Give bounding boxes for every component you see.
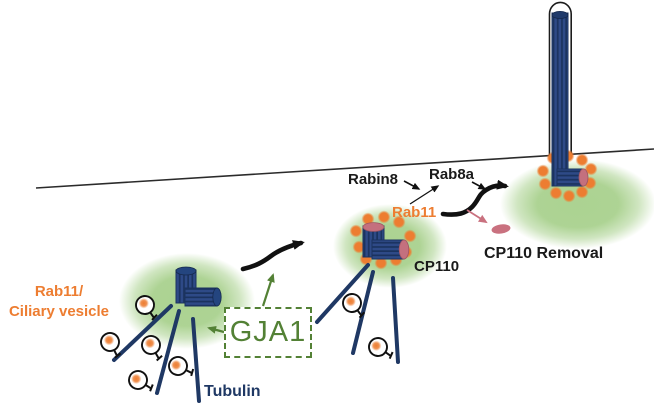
removed-cp110-particle: [491, 224, 511, 234]
cp110-dot: [403, 229, 417, 243]
label-gja1: GJA1: [229, 316, 307, 348]
microtubule: [112, 304, 173, 362]
ciliary-vesicle: [132, 293, 161, 322]
cp110-dot: [349, 224, 363, 238]
ciliary-vesicle: [366, 334, 395, 363]
cp110-dot: [575, 153, 589, 167]
cp110-dot: [562, 189, 576, 203]
label-rab11-ciliary-vesicle-line2: Ciliary vesicle: [8, 303, 110, 320]
rabin8-to-rab8a-arrow: [403, 180, 421, 190]
cp110-dot: [377, 210, 391, 224]
ciliary-vesicle: [137, 332, 168, 363]
cilium-axoneme: [551, 12, 569, 187]
left-centriole-top-cap: [175, 266, 197, 276]
ciliary-vesicle: [165, 352, 197, 383]
rab8a-to-pathway-arrow: [471, 181, 487, 190]
gja1-dashed-box: GJA1: [224, 307, 312, 358]
label-rab8a: Rab8a: [429, 166, 475, 183]
cp110-dot: [549, 186, 563, 200]
cp110-removal-arrow: [466, 209, 488, 224]
label-rab11-ciliary-vesicle-line1: Rab11/: [34, 283, 84, 300]
label-cp110: CP110: [414, 258, 460, 275]
cp110-dot: [575, 185, 589, 199]
label-rab11: Rab11: [392, 204, 437, 221]
cp110-dot: [536, 164, 550, 178]
gja1-arrow-left: [207, 325, 225, 334]
left-daughter-centriole: [184, 287, 218, 307]
left-daughter-end-cap: [212, 287, 222, 307]
rab11-to-rab8a-arrow: [409, 185, 440, 205]
microtubule: [191, 317, 201, 403]
basal-centriole-pink-cap: [578, 168, 589, 187]
microtubules: [112, 263, 400, 403]
gja1-arrow-up: [261, 273, 275, 307]
microtubule: [391, 276, 400, 364]
axoneme-top-cap: [551, 10, 569, 19]
cp110-dot: [374, 256, 388, 270]
ciliary-vesicle: [126, 367, 156, 397]
label-cp110-removal: CP110 Removal: [484, 245, 604, 262]
middle-centriole-pink-cap: [362, 222, 385, 232]
cp110-dot: [392, 215, 406, 229]
progression-arrow-1: [240, 240, 305, 272]
microtubule: [155, 309, 181, 395]
label-tubulin: Tubulin: [204, 383, 261, 400]
label-rab11-ciliary-vesicle: Rab11/ Ciliary vesicle: [0, 282, 118, 322]
cp110-dot: [361, 212, 375, 226]
cp110-dot: [352, 240, 366, 254]
middle-daughter-pink-cap: [398, 239, 410, 260]
microtubule: [315, 263, 370, 324]
cp110-dot: [584, 162, 598, 176]
cp110-dot: [538, 177, 552, 191]
label-rabin8: Rabin8: [348, 171, 399, 188]
progression-arrow-2: [440, 179, 509, 217]
